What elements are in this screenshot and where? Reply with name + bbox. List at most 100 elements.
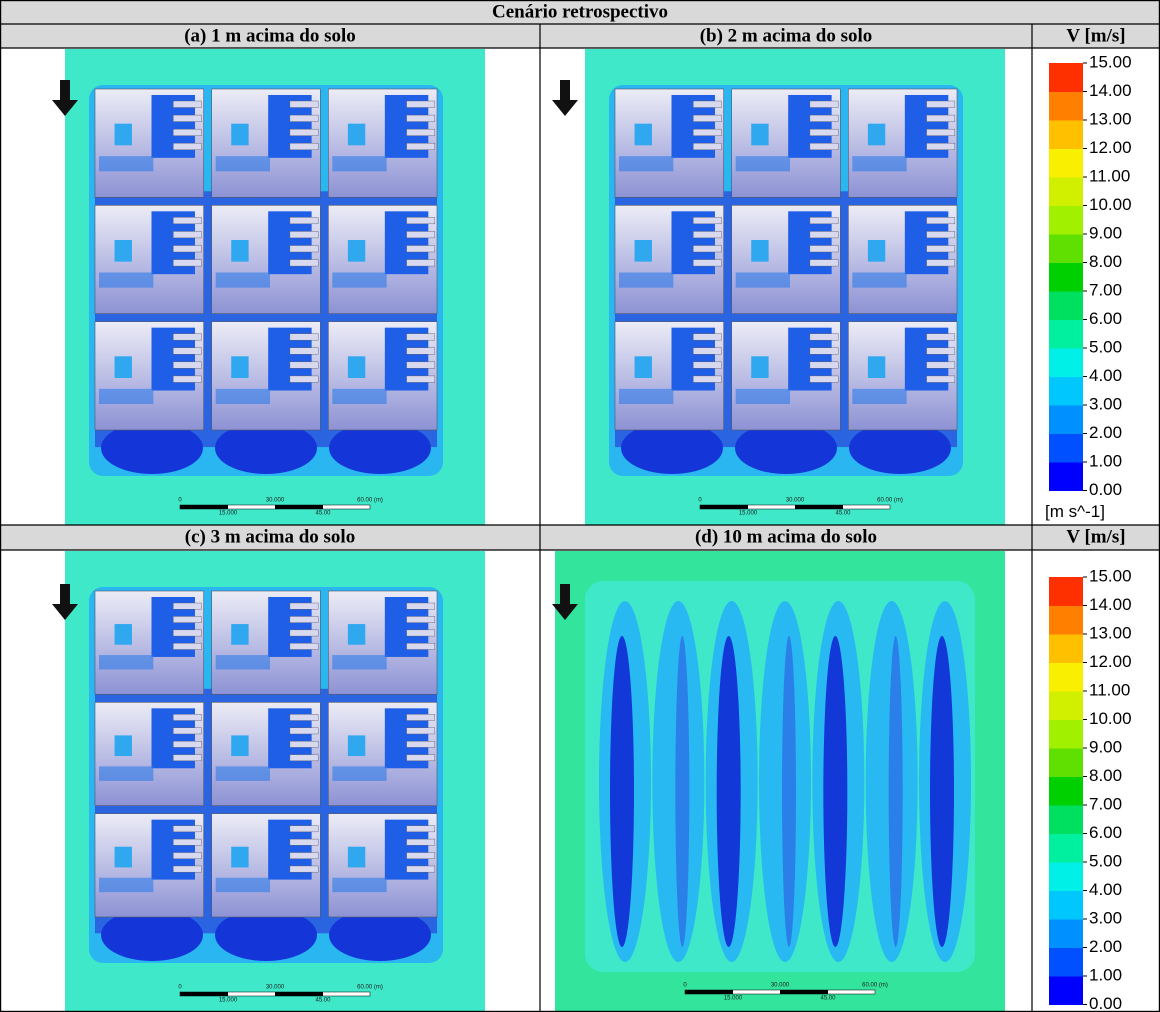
streak: [782, 636, 796, 947]
flow-pocket: [99, 389, 153, 404]
colorbar-band: [1049, 919, 1083, 948]
colorbar-label: 12.00: [1089, 138, 1132, 157]
building-wing: [927, 101, 955, 108]
flow-pocket: [751, 124, 768, 146]
flow-pocket: [635, 124, 652, 146]
building-wing: [290, 853, 318, 859]
colorbar-band: [1049, 606, 1083, 635]
building-wing: [290, 362, 318, 369]
scale-label: 60.00 (m): [877, 498, 903, 504]
building-wing: [290, 728, 318, 734]
colorbar-label: 8.00: [1089, 766, 1122, 785]
colorbar-band: [1049, 234, 1083, 263]
scale-label: 30.000: [266, 985, 285, 991]
building-wing: [810, 129, 838, 136]
building-wing: [407, 755, 435, 761]
colorbar-label: 1.00: [1089, 451, 1122, 470]
flow-pocket: [332, 878, 386, 892]
flow-pocket: [736, 156, 790, 171]
header-bg: [0, 525, 1160, 550]
building-wing: [173, 853, 201, 859]
colorbar-band: [1049, 63, 1083, 92]
building-wing: [693, 217, 721, 224]
building-wing: [407, 376, 435, 383]
building-wing: [407, 603, 435, 609]
flow-pocket: [619, 156, 673, 171]
building-wing: [173, 741, 201, 747]
building-wing: [290, 643, 318, 649]
colorbar-band: [1049, 206, 1083, 235]
flow-pocket: [348, 124, 365, 146]
building-wing: [173, 826, 201, 832]
building-wing: [810, 376, 838, 383]
building-wing: [173, 376, 201, 383]
colorbar-band: [1049, 805, 1083, 834]
building-wing: [927, 217, 955, 224]
building-wing: [927, 348, 955, 355]
building-wing: [407, 728, 435, 734]
flow-pocket: [348, 735, 365, 756]
building-wing: [810, 246, 838, 253]
building-wing: [407, 115, 435, 122]
building-wing: [693, 334, 721, 341]
flow-pocket: [348, 847, 365, 868]
colorbar-band: [1049, 976, 1083, 1005]
flow-pocket: [231, 356, 248, 378]
building-wing: [290, 246, 318, 253]
scale-bar: [795, 505, 843, 509]
colorbar-label: 3.00: [1089, 908, 1122, 927]
building-wing: [810, 231, 838, 238]
building-wing: [173, 348, 201, 355]
colorbar-band: [1049, 462, 1083, 491]
colorbar-label: 0.00: [1089, 994, 1122, 1012]
building-wing: [407, 260, 435, 267]
building-wing: [927, 246, 955, 253]
scale-bar: [180, 992, 228, 996]
colorbar-band: [1049, 891, 1083, 920]
colorbar-band: [1049, 377, 1083, 406]
building-wing: [407, 246, 435, 253]
building-wing: [927, 143, 955, 150]
building-wing: [173, 643, 201, 649]
colorbar-label: 12.00: [1089, 652, 1132, 671]
building-wing: [810, 143, 838, 150]
streak: [717, 636, 741, 947]
building-wing: [407, 129, 435, 136]
flow-pocket: [635, 240, 652, 262]
building-wing: [693, 231, 721, 238]
building-wing: [290, 143, 318, 150]
colorbar-label: 6.00: [1089, 309, 1122, 328]
colorbar-band: [1049, 777, 1083, 806]
colorbar-label: 4.00: [1089, 880, 1122, 899]
flow-pocket: [619, 273, 673, 288]
building-wing: [693, 129, 721, 136]
building-wing: [173, 866, 201, 872]
scale-bar: [780, 990, 828, 994]
building-wing: [693, 260, 721, 267]
flow-pocket: [635, 356, 652, 378]
scale-label: 60.00 (m): [862, 983, 888, 989]
colorbar-band: [1049, 577, 1083, 606]
colorbar-label: 0.00: [1089, 480, 1122, 499]
flow-pocket: [868, 124, 885, 146]
building-wing: [407, 866, 435, 872]
flow-pocket: [332, 766, 386, 780]
scale-label: 15.000: [739, 511, 758, 517]
building-wing: [173, 728, 201, 734]
building-wing: [290, 839, 318, 845]
colorbar-band: [1049, 748, 1083, 777]
flow-pocket: [332, 156, 386, 171]
colorbar-label: 10.00: [1089, 195, 1132, 214]
colorbar-label: 11.00: [1089, 166, 1130, 185]
flow-pocket: [231, 124, 248, 146]
flow-pocket: [852, 273, 906, 288]
panel-label: (b) 2 m acima do solo: [700, 25, 873, 46]
colorbar-label: 13.00: [1089, 109, 1132, 128]
streak: [889, 636, 903, 947]
colorbar-band: [1049, 634, 1083, 663]
building-wing: [290, 376, 318, 383]
flow-pocket: [868, 240, 885, 262]
building-wing: [927, 362, 955, 369]
scale-label: 45.00: [315, 511, 331, 517]
building-wing: [290, 115, 318, 122]
